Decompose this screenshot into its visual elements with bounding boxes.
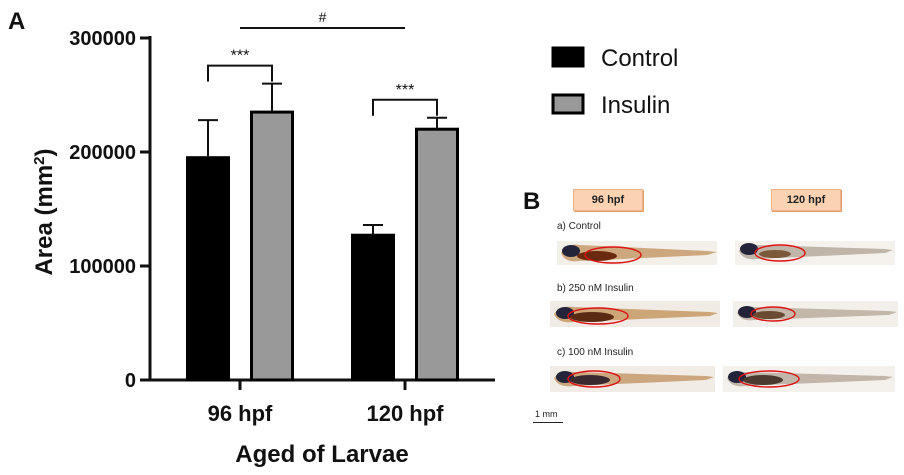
y-tick-label: 300000 [69, 28, 136, 50]
panel-label-b: B [523, 188, 541, 215]
larva-image-control-120 [735, 241, 895, 265]
larvae-photo-panel: 96 hpf 120 hpf a) Control b) 250 nM Insu… [533, 185, 900, 430]
column-tag-96hpf: 96 hpf [573, 189, 643, 211]
column-tag-120hpf: 120 hpf [771, 189, 841, 211]
bar-control-0 [186, 156, 230, 382]
legend-swatch-insulin [551, 93, 585, 115]
panel-label-a: A [8, 8, 26, 35]
x-tick-label: 96 hpf [208, 401, 273, 426]
legend-swatch-control [551, 46, 585, 68]
y-tick-label: 0 [125, 370, 136, 392]
bar-insulin-1 [415, 127, 459, 382]
scale-bar [533, 422, 563, 423]
larva-image-250nm-96 [550, 301, 720, 327]
significance-bracket [372, 98, 438, 116]
x-tick-label: 120 hpf [366, 401, 444, 426]
bar-insulin-0 [250, 110, 294, 382]
y-axis-label: Area (mm2) [31, 148, 59, 275]
significance-label: *** [396, 82, 415, 99]
row-label-control: a) Control [557, 221, 601, 232]
row-label-100nm: c) 100 nM Insulin [557, 347, 634, 358]
larva-image-100nm-120 [723, 366, 895, 392]
significance-bracket [207, 64, 273, 82]
larva-image-250nm-120 [733, 301, 898, 327]
y-tick-label: 200000 [69, 142, 136, 164]
legend-label-insulin: Insulin [601, 92, 670, 119]
y-tick-label: 100000 [69, 256, 136, 278]
row-label-250nm: b) 250 nM Insulin [557, 283, 634, 294]
larva-image-100nm-96 [550, 366, 715, 392]
x-axis-label: Aged of Larvae [235, 441, 408, 468]
larva-image-control-96 [557, 241, 717, 265]
legend-label-control: Control [601, 45, 678, 72]
bar-control-1 [351, 233, 395, 382]
significance-label: *** [231, 48, 250, 65]
significance-label: # [319, 9, 327, 25]
scale-bar-label: 1 mm [535, 409, 558, 419]
